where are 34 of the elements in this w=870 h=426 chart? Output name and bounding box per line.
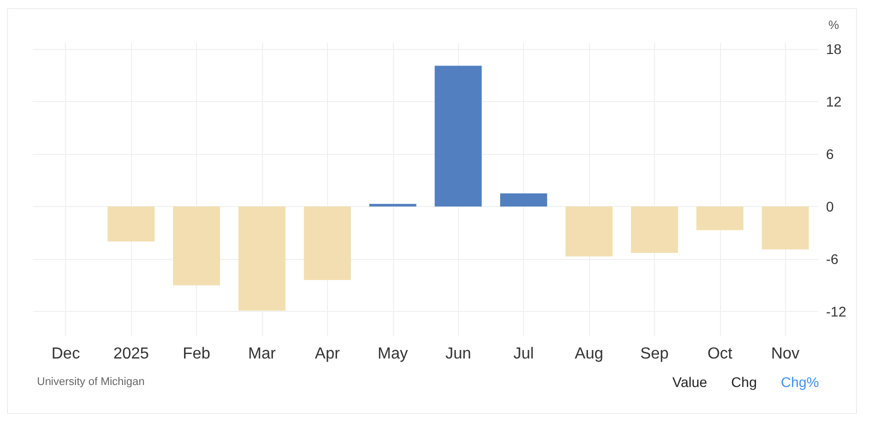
x-tick-label: Nov bbox=[771, 346, 800, 362]
y-tick-label: -12 bbox=[826, 304, 846, 320]
x-tick-label: Mar bbox=[248, 346, 276, 362]
x-tick-label: Dec bbox=[51, 346, 80, 362]
x-tick-label: Oct bbox=[707, 346, 733, 362]
bar bbox=[304, 206, 351, 280]
y-tick-label: 18 bbox=[826, 41, 842, 58]
y-axis-title: % bbox=[828, 18, 840, 32]
bar bbox=[762, 206, 809, 250]
text: Chg% bbox=[780, 374, 819, 390]
bar bbox=[500, 193, 548, 207]
bar bbox=[369, 204, 416, 207]
x-tick-label: 2025 bbox=[113, 346, 150, 362]
x-tick-label: Feb bbox=[182, 346, 210, 362]
y-tick-label: -6 bbox=[826, 251, 839, 268]
y-tick-label: 12 bbox=[826, 94, 842, 110]
text: University of Michigan bbox=[37, 376, 145, 388]
bar bbox=[108, 206, 155, 242]
bar bbox=[566, 206, 613, 256]
text: Value bbox=[672, 374, 708, 390]
bar bbox=[630, 206, 678, 253]
bar bbox=[434, 66, 482, 207]
x-tick-label: Jun bbox=[445, 346, 472, 362]
bar bbox=[173, 206, 220, 286]
x-tick-label: Sep bbox=[640, 346, 669, 362]
x-tick-label: May bbox=[378, 346, 408, 362]
text: Chg bbox=[731, 374, 757, 390]
x-tick-label: Jul bbox=[513, 346, 534, 362]
bar bbox=[238, 206, 286, 311]
y-tick-label: 0 bbox=[826, 198, 834, 215]
x-tick-label: Apr bbox=[314, 346, 340, 362]
bar bbox=[696, 206, 744, 230]
x-tick-label: Aug bbox=[574, 346, 604, 362]
y-tick-label: 6 bbox=[826, 146, 834, 162]
